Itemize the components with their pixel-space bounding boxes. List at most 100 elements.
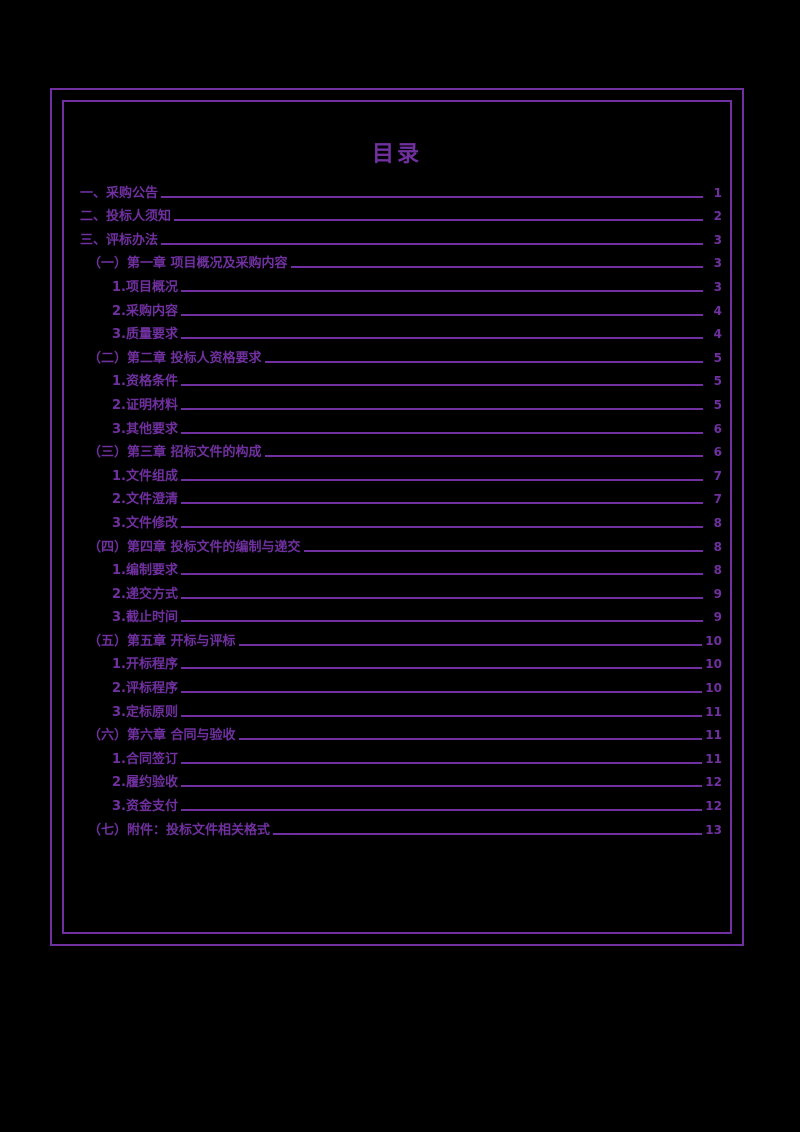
toc-leader-line — [180, 502, 703, 505]
toc-leader-line — [180, 337, 703, 340]
toc-entry-page: 5 — [713, 350, 722, 365]
toc-entry-label: 3.定标原则 — [112, 704, 178, 720]
toc-entry-page: 3 — [713, 256, 722, 271]
toc-entry[interactable]: 3.文件修改 8 — [64, 508, 730, 532]
toc-entry[interactable]: 2.采购内容 4 — [64, 296, 730, 320]
toc-leader-line — [180, 714, 703, 717]
toc-entry[interactable]: 2.评标程序 10 — [64, 673, 730, 697]
toc-entry-page: 8 — [713, 515, 722, 530]
toc-leader-line — [180, 761, 703, 764]
toc-entry[interactable]: 2.递交方式 9 — [64, 579, 730, 603]
toc-entry-page: 4 — [713, 303, 722, 318]
toc-entry[interactable]: 3.定标原则 11 — [64, 697, 730, 721]
toc-entry-label: 3.截止时间 — [112, 610, 178, 626]
toc-entry[interactable]: （四）第四章 投标文件的编制与递交 8 — [64, 532, 730, 556]
toc-leader-line — [180, 809, 703, 812]
toc-entry[interactable]: 一、采购公告 1 — [64, 178, 730, 202]
toc-leader-line — [180, 620, 703, 623]
toc-entry-page: 11 — [705, 704, 722, 719]
toc-entry[interactable]: 1.编制要求 8 — [64, 556, 730, 580]
toc-entry[interactable]: 2.证明材料 5 — [64, 390, 730, 414]
toc-entry[interactable]: 二、投标人须知 2 — [64, 202, 730, 226]
toc-entry[interactable]: 1.项目概况 3 — [64, 272, 730, 296]
toc-entry-label: 2.递交方式 — [112, 586, 178, 602]
toc-entry-page: 12 — [705, 799, 722, 814]
toc-entry-label: 2.证明材料 — [112, 397, 178, 413]
toc-entry[interactable]: 三、评标办法 3 — [64, 225, 730, 249]
toc-entry-label: （七）附件：投标文件相关格式 — [88, 822, 271, 838]
toc-leader-line — [303, 549, 703, 552]
toc-entry[interactable]: （三）第三章 招标文件的构成 6 — [64, 438, 730, 462]
toc-entry[interactable]: 3.其他要求 6 — [64, 414, 730, 438]
toc-entry[interactable]: 3.质量要求 4 — [64, 320, 730, 344]
toc-entry[interactable]: （五）第五章 开标与评标 10 — [64, 626, 730, 650]
page-inner-border: 目录 一、采购公告 1 二、投标人须知 2 三、评标办法 3 （一）第一章 项目… — [62, 100, 732, 934]
toc-leader-line — [238, 643, 703, 646]
toc-entry-label: 2.采购内容 — [112, 303, 178, 319]
toc-entry-page: 7 — [713, 468, 722, 483]
toc-entry-page: 3 — [713, 232, 722, 247]
toc-leader-line — [180, 785, 703, 788]
toc-entry-label: 3.文件修改 — [112, 515, 178, 531]
toc-entry[interactable]: 3.截止时间 9 — [64, 603, 730, 627]
toc-leader-line — [180, 407, 703, 410]
toc-entry-page: 9 — [713, 610, 722, 625]
toc-entry-label: （五）第五章 开标与评标 — [88, 633, 236, 649]
toc-list: 一、采购公告 1 二、投标人须知 2 三、评标办法 3 （一）第一章 项目概况及… — [64, 178, 730, 839]
toc-entry-label: 2.履约验收 — [112, 775, 178, 791]
toc-entry-label: 三、评标办法 — [80, 232, 159, 248]
toc-leader-line — [180, 313, 703, 316]
toc-entry-label: （二）第二章 投标人资格要求 — [88, 350, 262, 366]
toc-entry-page: 12 — [705, 775, 722, 790]
toc-leader-line — [174, 219, 703, 222]
toc-entry-label: 3.质量要求 — [112, 327, 178, 343]
toc-entry[interactable]: 2.文件澄清 7 — [64, 485, 730, 509]
page-outer-border: 目录 一、采购公告 1 二、投标人须知 2 三、评标办法 3 （一）第一章 项目… — [50, 88, 744, 946]
toc-entry-page: 13 — [705, 822, 722, 837]
toc-entry-page: 9 — [713, 586, 722, 601]
toc-entry-page: 3 — [713, 279, 722, 294]
toc-entry[interactable]: 1.合同签订 11 — [64, 744, 730, 768]
toc-leader-line — [180, 478, 703, 481]
toc-entry-page: 8 — [713, 563, 722, 578]
toc-entry-label: 二、投标人须知 — [80, 209, 172, 225]
toc-entry-label: 2.评标程序 — [112, 681, 178, 697]
toc-entry[interactable]: 1.文件组成 7 — [64, 461, 730, 485]
toc-entry[interactable]: （六）第六章 合同与验收 11 — [64, 721, 730, 745]
toc-entry-label: （一）第一章 项目概况及采购内容 — [88, 256, 288, 272]
toc-entry-label: （四）第四章 投标文件的编制与递交 — [88, 539, 301, 555]
toc-entry-page: 10 — [705, 657, 722, 672]
toc-entry[interactable]: （七）附件：投标文件相关格式 13 — [64, 815, 730, 839]
toc-entry-label: 2.文件澄清 — [112, 492, 178, 508]
toc-entry[interactable]: 3.资金支付 12 — [64, 791, 730, 815]
toc-entry-page: 8 — [713, 539, 722, 554]
toc-entry-page: 11 — [705, 728, 722, 743]
toc-entry-label: 1.编制要求 — [112, 563, 178, 579]
toc-leader-line — [264, 455, 703, 458]
toc-entry-label: 3.其他要求 — [112, 421, 178, 437]
toc-entry[interactable]: （二）第二章 投标人资格要求 5 — [64, 343, 730, 367]
toc-leader-line — [238, 738, 703, 741]
toc-entry[interactable]: 1.资格条件 5 — [64, 367, 730, 391]
toc-leader-line — [180, 289, 703, 292]
toc-entry[interactable]: （一）第一章 项目概况及采购内容 3 — [64, 249, 730, 273]
toc-entry[interactable]: 1.开标程序 10 — [64, 650, 730, 674]
toc-entry-label: 1.资格条件 — [112, 374, 178, 390]
toc-entry-label: 1.项目概况 — [112, 279, 178, 295]
toc-entry-page: 1 — [713, 185, 722, 200]
toc-entry-label: 一、采购公告 — [80, 185, 159, 201]
toc-leader-line — [180, 573, 703, 576]
toc-leader-line — [290, 266, 703, 269]
toc-leader-line — [273, 832, 703, 835]
toc-entry-page: 10 — [705, 633, 722, 648]
toc-leader-line — [161, 242, 703, 245]
toc-entry[interactable]: 2.履约验收 12 — [64, 768, 730, 792]
toc-leader-line — [180, 667, 703, 670]
toc-entry-page: 11 — [705, 751, 722, 766]
toc-leader-line — [180, 525, 703, 528]
toc-leader-line — [264, 360, 703, 363]
toc-entry-label: 1.文件组成 — [112, 468, 178, 484]
toc-leader-line — [180, 691, 703, 694]
toc-leader-line — [180, 596, 703, 599]
